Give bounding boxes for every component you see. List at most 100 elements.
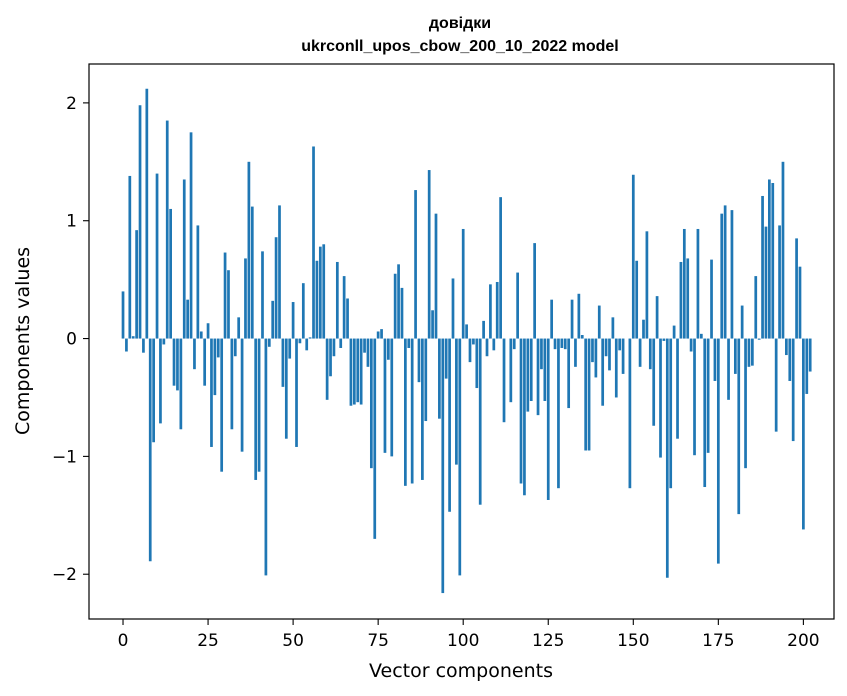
bar: [254, 338, 258, 480]
bar: [560, 338, 564, 348]
bar: [652, 338, 656, 426]
bar: [757, 338, 761, 340]
bar: [727, 338, 730, 400]
bar: [373, 338, 377, 539]
bar: [329, 338, 332, 377]
bar: [298, 338, 302, 344]
bar: [148, 338, 152, 562]
bar: [465, 324, 468, 339]
bar: [733, 338, 737, 374]
bar: [455, 338, 458, 465]
bar: [781, 161, 785, 339]
bar: [485, 338, 489, 357]
bar: [247, 161, 251, 339]
bar: [631, 174, 635, 339]
bar: [407, 338, 411, 348]
bar: [713, 338, 717, 381]
bar: [352, 338, 356, 405]
bar: [349, 338, 353, 406]
bar: [308, 337, 312, 339]
bar: [482, 320, 485, 339]
bar: [669, 338, 673, 489]
bar: [233, 338, 237, 357]
bar: [393, 273, 397, 339]
bar: [601, 338, 605, 406]
x-tick-label: 200: [787, 631, 819, 651]
bar: [475, 338, 479, 389]
bar: [584, 338, 588, 451]
bar: [458, 338, 462, 576]
bar: [121, 291, 125, 339]
bar: [642, 319, 645, 339]
bar: [737, 338, 741, 515]
bar: [747, 338, 751, 367]
bar: [421, 338, 424, 480]
bar: [805, 338, 809, 394]
bar: [387, 338, 390, 360]
bar: [665, 338, 669, 578]
bar: [489, 284, 492, 339]
bar: [621, 338, 625, 374]
bar: [550, 299, 554, 339]
bar: [162, 338, 166, 345]
bar: [291, 302, 295, 339]
bar: [778, 225, 781, 339]
bar: [264, 338, 268, 576]
bar: [240, 338, 244, 452]
bar: [536, 338, 540, 416]
bar: [516, 272, 519, 339]
bar: [390, 338, 394, 457]
bar: [159, 338, 162, 424]
bar: [672, 325, 676, 339]
bar: [580, 335, 584, 339]
bar: [182, 179, 186, 339]
bar: [546, 338, 550, 500]
y-tick-label: 1: [66, 212, 77, 232]
bar: [499, 197, 502, 339]
bar: [679, 261, 683, 339]
bar: [699, 333, 703, 339]
bar: [325, 338, 329, 400]
bar: [257, 338, 261, 472]
bar: [808, 338, 812, 372]
bar: [165, 120, 169, 339]
bar: [553, 338, 557, 350]
bar: [740, 305, 744, 339]
bar: [369, 338, 373, 469]
bar: [444, 338, 448, 379]
bar: [448, 338, 451, 512]
bar: [774, 338, 778, 432]
bar: [380, 329, 383, 339]
bar: [662, 338, 666, 341]
x-tick-label: 75: [367, 631, 389, 651]
bar: [346, 298, 349, 339]
bar: [284, 338, 288, 439]
bar: [250, 206, 254, 339]
bar: [145, 88, 149, 339]
x-tick-label: 50: [282, 631, 304, 651]
chart-subtitle: ukrconll_upos_cbow_200_10_2022 model: [301, 38, 618, 55]
bar: [509, 338, 513, 403]
bar: [417, 338, 421, 383]
bar: [189, 132, 193, 339]
bar: [274, 237, 278, 339]
x-tick-label: 150: [617, 631, 649, 651]
bar: [138, 105, 142, 339]
bar: [213, 338, 217, 396]
bar: [611, 317, 615, 339]
bar: [216, 338, 220, 358]
bar: [199, 331, 203, 339]
bar: [237, 317, 241, 339]
bar: [502, 338, 506, 423]
bar: [359, 338, 363, 405]
bar: [288, 338, 292, 359]
bar: [295, 338, 298, 447]
bar: [791, 338, 795, 442]
bar: [186, 299, 190, 339]
bar: [682, 228, 686, 339]
bar: [135, 230, 138, 339]
y-axis-ticks: −2 −1 0 1 2: [52, 94, 89, 585]
bar: [261, 251, 264, 339]
bar: [404, 338, 407, 486]
